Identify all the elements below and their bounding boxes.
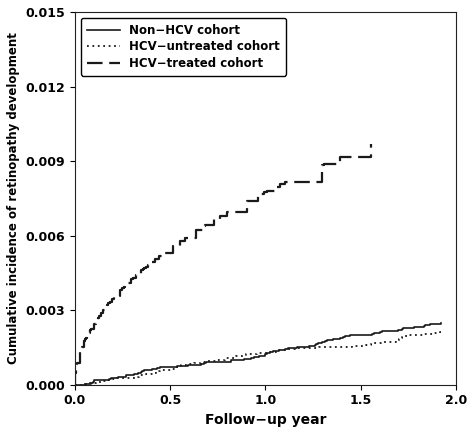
HCV−untreated cohort: [72, 382, 78, 388]
HCV−untreated cohort: [438, 329, 444, 334]
Line: HCV−untreated cohort: HCV−untreated cohort: [75, 331, 441, 385]
Non−HCV cohort: [390, 329, 396, 334]
HCV−treated cohort: [369, 141, 374, 146]
HCV−treated cohort: [73, 363, 79, 368]
Non−HCV cohort: [72, 382, 78, 388]
HCV−treated cohort: [118, 288, 124, 293]
HCV−treated cohort: [124, 281, 129, 286]
HCV−treated cohort: [139, 268, 145, 273]
Non−HCV cohort: [411, 324, 417, 329]
Legend: Non−HCV cohort, HCV−untreated cohort, HCV−treated cohort: Non−HCV cohort, HCV−untreated cohort, HC…: [81, 18, 286, 76]
X-axis label: Follow−up year: Follow−up year: [205, 413, 326, 427]
Non−HCV cohort: [438, 321, 443, 326]
Non−HCV cohort: [369, 332, 375, 337]
HCV−treated cohort: [72, 382, 78, 388]
Non−HCV cohort: [155, 365, 160, 371]
Non−HCV cohort: [191, 362, 197, 368]
Y-axis label: Cumulative incidence of retinopathy development: Cumulative incidence of retinopathy deve…: [7, 33, 20, 364]
Line: Non−HCV cohort: Non−HCV cohort: [75, 323, 440, 385]
HCV−untreated cohort: [255, 351, 260, 356]
Line: HCV−treated cohort: HCV−treated cohort: [75, 144, 372, 385]
Non−HCV cohort: [203, 361, 209, 366]
HCV−untreated cohort: [275, 348, 281, 353]
HCV−treated cohort: [87, 330, 92, 335]
HCV−treated cohort: [91, 321, 96, 326]
HCV−untreated cohort: [93, 380, 99, 385]
HCV−untreated cohort: [364, 342, 369, 348]
HCV−untreated cohort: [378, 340, 383, 345]
HCV−untreated cohort: [143, 372, 149, 378]
